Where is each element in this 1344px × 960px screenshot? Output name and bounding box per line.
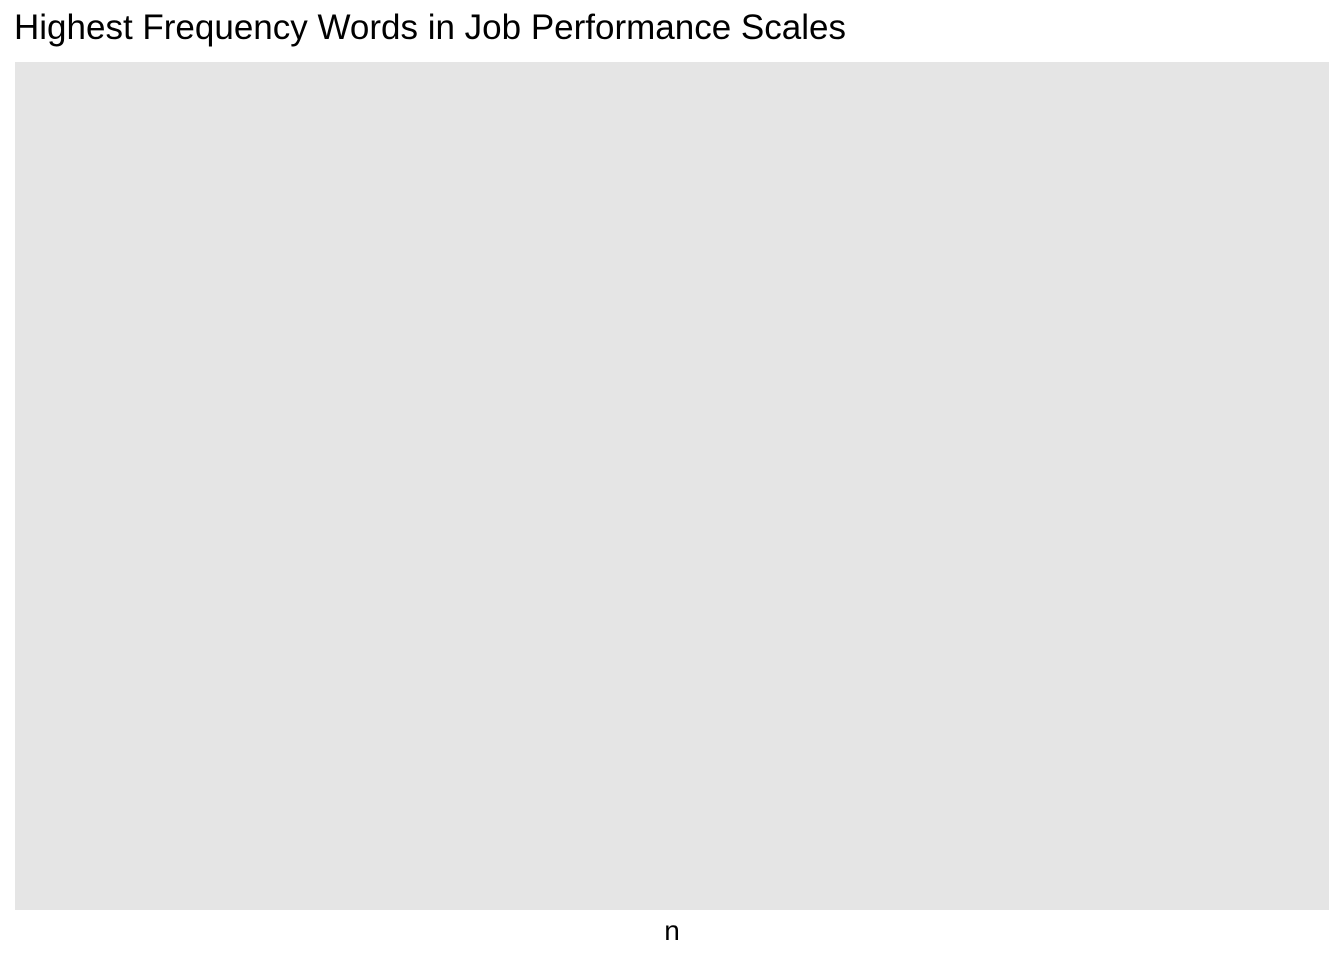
x-axis-label: n — [664, 915, 680, 946]
plot-background — [15, 62, 1329, 910]
plot-panel — [15, 62, 1329, 910]
chart-title: Highest Frequency Words in Job Performan… — [14, 8, 846, 47]
